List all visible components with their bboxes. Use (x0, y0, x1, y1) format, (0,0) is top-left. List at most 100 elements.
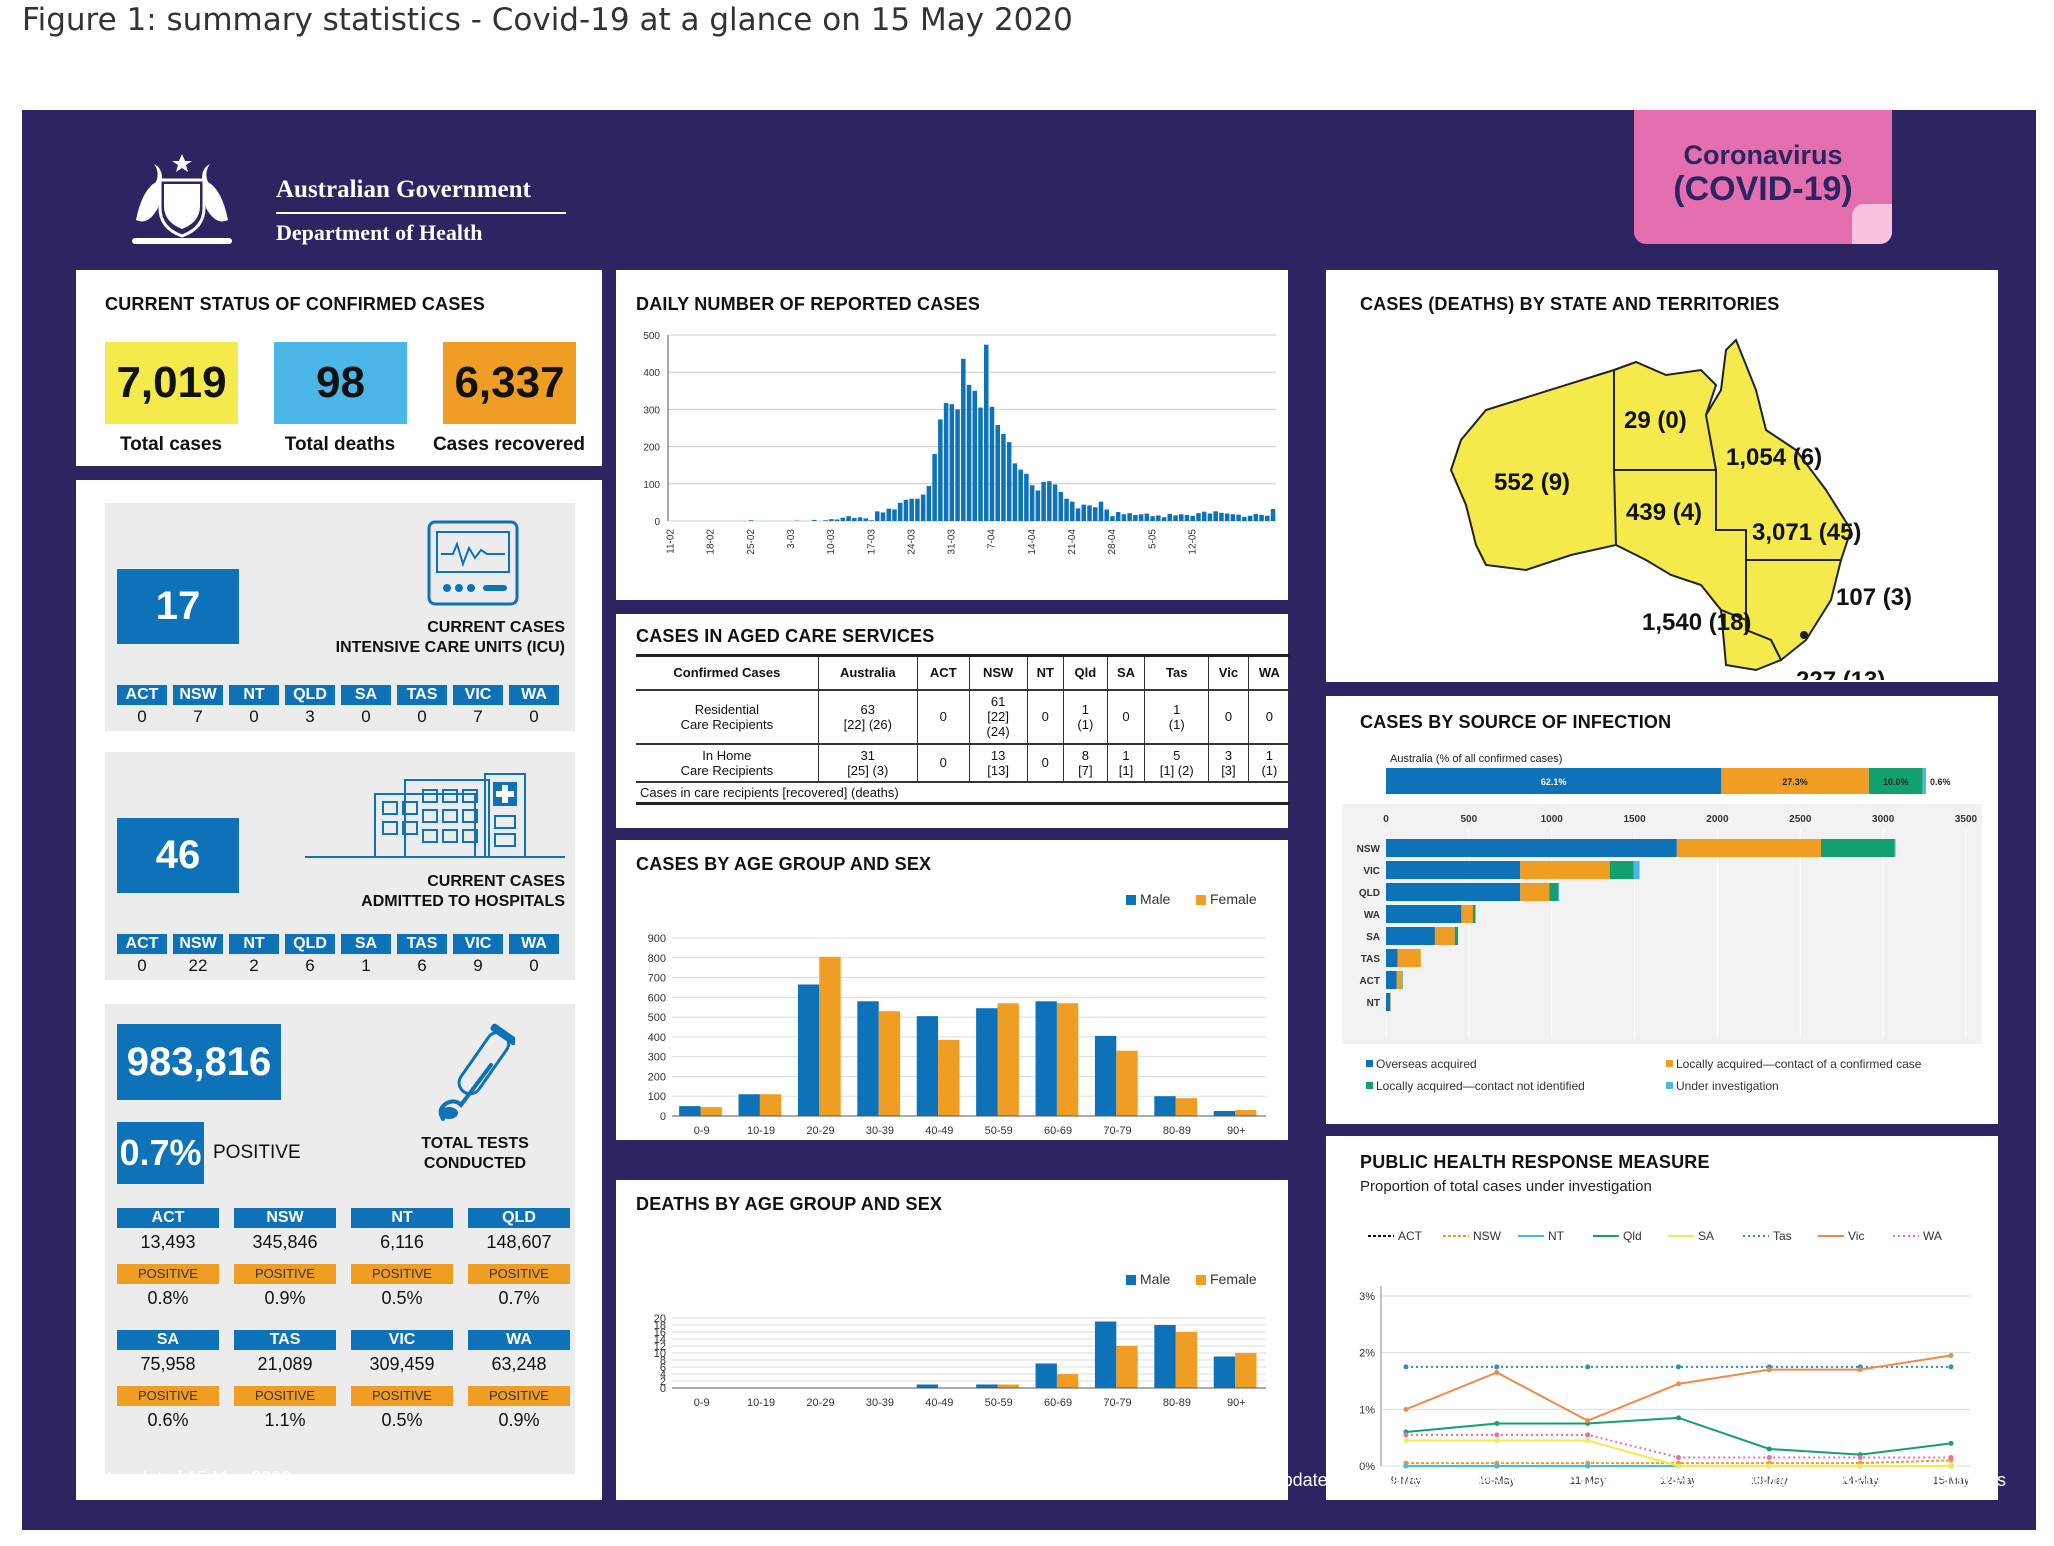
age-bar-female (938, 1039, 960, 1116)
age-bar-female (1235, 1353, 1257, 1388)
aged-row1-cell-2: 61 [22] (24) (968, 689, 1028, 745)
age-bar-male (976, 1384, 998, 1388)
age-bar-male (1035, 1363, 1057, 1388)
source-bar (1397, 949, 1421, 967)
capacity-panel: 17 CURRENT CASES INTENSIVE CARE UNITS (I… (76, 480, 602, 1500)
aged-row2-cell-5: 1 [1] (1106, 743, 1145, 783)
daily-xtick: 28-04 (1107, 529, 1118, 555)
state-value-qld: 3 (305, 707, 315, 726)
daily-bar (920, 494, 926, 521)
daily-xtick: 3-03 (786, 529, 797, 549)
aged-row1-cell-4: 1 (1) (1063, 689, 1108, 745)
source-ytick: SA (1366, 932, 1380, 943)
source-bar (1894, 839, 1896, 857)
daily-bar (869, 520, 874, 521)
daily-bar (1230, 514, 1236, 521)
age-bar-male (976, 1008, 998, 1116)
daily-bar (1018, 469, 1023, 521)
state-head-vic: VIC (453, 685, 503, 705)
response-legend: SA (1698, 1229, 1714, 1243)
tests-positive-pct: 0.7% (117, 1122, 204, 1184)
aged-header-4-line: NT (1036, 665, 1054, 681)
age-bar-male (1213, 1111, 1236, 1116)
infographic-frame: Australian Government Department of Heal… (22, 110, 2036, 1530)
source-bar (1386, 949, 1398, 967)
source-ytick: ACT (1359, 976, 1380, 987)
age-bar-male (1154, 1325, 1176, 1388)
icu-card: 17 CURRENT CASES INTENSIVE CARE UNITS (I… (105, 503, 575, 731)
age-ytick: 2 (660, 1376, 666, 1388)
daily-xtick: 21-04 (1067, 529, 1078, 555)
daily-bar (1259, 515, 1264, 521)
state-head-wa: WA (509, 685, 559, 705)
response-point (1766, 1455, 1772, 1460)
daily-bar (886, 508, 891, 521)
recovered-label: Cases recovered (432, 434, 586, 455)
age-bar-male (738, 1094, 760, 1116)
response-point (1948, 1353, 1954, 1358)
source-title: CASES BY SOURCE OF INFECTION (1360, 712, 1672, 732)
source-bar (1386, 905, 1462, 923)
aged-row1-cell-6-line: (1) (1168, 716, 1185, 732)
age-xtick: 10-19 (747, 1125, 775, 1137)
tests-head-tas: TAS (234, 1330, 336, 1350)
tests-pos-head-wa: POSITIVE (468, 1386, 570, 1406)
response-legend: NSW (1473, 1229, 1502, 1243)
footer-note: This infographic is updated every aftern… (1122, 1470, 2007, 1490)
daily-bar (926, 486, 932, 521)
daily-bar (1115, 512, 1121, 521)
legend-swatch-female (1196, 1275, 1206, 1285)
daily-bar (1167, 513, 1173, 521)
age-ytick: 500 (648, 1012, 666, 1024)
status-title: CURRENT STATUS OF CONFIRMED CASES (105, 294, 485, 314)
daily-bar (1075, 508, 1081, 521)
aged-header-1-line: Australia (839, 665, 896, 681)
aged-row2-cell-3: 0 (1026, 743, 1064, 783)
age-ytick: 600 (648, 992, 666, 1004)
daily-bar (972, 390, 978, 521)
state-value-nsw: 22 (188, 956, 208, 975)
aged-row2-cell-7-line: 3 (1224, 747, 1233, 763)
tests-pos-head-act: POSITIVE (117, 1264, 219, 1284)
state-value-act: 0 (137, 707, 147, 726)
tests-pos-act: 0.8% (147, 1288, 189, 1308)
daily-ytick: 200 (643, 443, 660, 454)
australia-pct-text: 27.3% (1782, 777, 1808, 787)
aged-header-0-line: Confirmed Cases (673, 665, 781, 681)
daily-bar (1001, 433, 1006, 521)
state-value-sa: 0 (361, 707, 371, 726)
daily-bar (840, 517, 846, 521)
aged-row1-cell-0-line: 63 (860, 701, 876, 717)
tests-pos-nsw: 0.9% (264, 1288, 306, 1308)
source-xtick: 500 (1461, 814, 1478, 825)
daily-bar (1081, 504, 1087, 521)
age-xtick: 30-39 (866, 1397, 894, 1409)
source-bar (1386, 883, 1521, 901)
legend-swatch-male (1126, 1275, 1136, 1285)
source-legend-swatch (1666, 1082, 1673, 1089)
gov-divider (276, 212, 566, 214)
age-ytick: 100 (648, 1091, 666, 1103)
aged-row1-cell-7-line: 0 (1224, 709, 1233, 724)
tests-total: 983,816 (117, 1024, 281, 1100)
aged-row2-cell-8: 1 (1) (1247, 743, 1290, 783)
daily-bar (811, 519, 817, 521)
aged-row2-cell-7-line: [3] (1221, 762, 1236, 778)
state-head-nt: NT (229, 934, 279, 954)
age-ytick: 6 (660, 1362, 666, 1374)
tests-head-qld: QLD (468, 1208, 570, 1228)
age-bar-male (1154, 1096, 1176, 1116)
age-ytick: 4 (660, 1369, 666, 1381)
daily-bar (1138, 514, 1144, 521)
daily-xtick: 10-03 (826, 529, 837, 555)
source-xtick: 2500 (1789, 814, 1812, 825)
act-marker (1800, 631, 1808, 639)
aged-header-8-line: Vic (1218, 665, 1239, 681)
response-point (1585, 1418, 1591, 1424)
age-xtick: 30-39 (866, 1125, 894, 1137)
coat-of-arms-icon (122, 150, 242, 260)
age-xtick: 90+ (1227, 1397, 1246, 1409)
aged-row2-cell-5-line: [1] (1118, 762, 1134, 778)
legend-female: Female (1210, 1271, 1257, 1287)
aged-row2-label: In Home Care Recipients (636, 743, 819, 783)
